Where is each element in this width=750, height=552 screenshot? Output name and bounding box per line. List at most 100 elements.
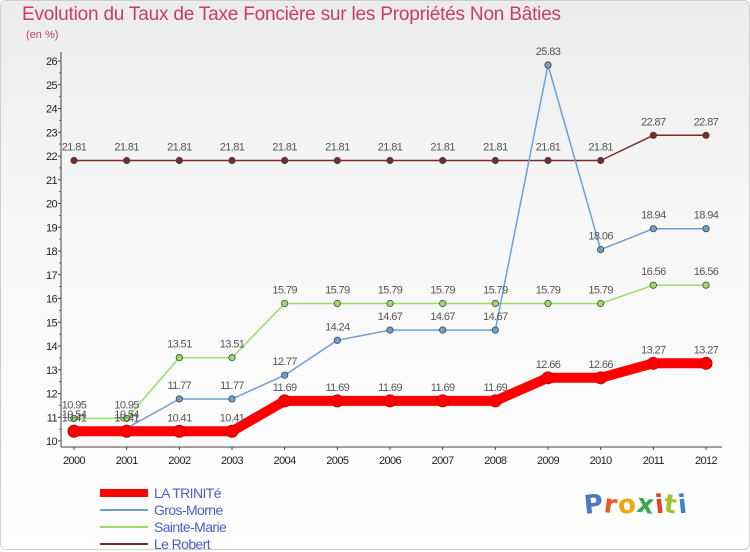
data-point-sainte-marie: [386, 299, 394, 308]
x-tick-label: 2009: [537, 455, 560, 467]
data-label-gros-morne: 14.67: [430, 311, 455, 323]
y-tick-label: 21: [46, 175, 58, 187]
data-label-la-trinit: 12.66: [536, 359, 561, 371]
data-label-la-trinit: 10.41: [114, 412, 139, 424]
data-label-la-trinit: 13.27: [641, 344, 666, 356]
chart-series-lines: [69, 64, 711, 437]
data-label-la-trinit: 11.69: [483, 382, 507, 394]
y-tick-label: 25: [46, 80, 58, 92]
data-label-sainte-marie: 15.79: [272, 284, 297, 296]
logo-letter: i: [676, 489, 690, 521]
data-point-la-trinit: [67, 424, 81, 438]
data-point-la-trinit: [225, 424, 239, 438]
legend-label: Le Robert: [154, 535, 211, 552]
data-label-gros-morne: 11.77: [167, 380, 191, 392]
data-label-la-trinit: 11.69: [273, 382, 297, 394]
data-label-le-robert: 22.87: [641, 116, 666, 128]
data-point-le-robert: [70, 156, 78, 165]
x-tick-label: 2000: [63, 455, 86, 467]
data-label-la-trinit: 11.69: [378, 382, 402, 394]
data-point-le-robert: [175, 156, 183, 165]
x-tick-label: 2007: [432, 455, 455, 467]
data-label-gros-morne: 18.06: [588, 231, 613, 243]
data-label-sainte-marie: 13.51: [220, 339, 245, 351]
legend-item: LA TRINITé: [100, 484, 226, 501]
data-point-le-robert: [544, 156, 552, 165]
data-point-sainte-marie: [649, 281, 657, 289]
chart-data-labels: 21.81 21.81 21.81 21.81 21.81 21.81 21.81 21.81…: [62, 46, 720, 424]
data-label-sainte-marie: 15.79: [325, 284, 350, 296]
legend-label: Sainte-Marie: [154, 518, 227, 535]
data-label-sainte-marie: 15.79: [430, 284, 455, 296]
data-label-gros-morne: 10.54: [62, 409, 87, 421]
data-point-sainte-marie: [175, 354, 183, 362]
y-tick-label: 24: [46, 104, 58, 116]
data-label-sainte-marie: 16.56: [641, 266, 666, 278]
chart-legend: LA TRINITé Gros-Morne Sainte-Marie Le Rober…: [100, 484, 227, 552]
data-label-gros-morne: 14.67: [483, 311, 508, 323]
data-point-la-trinit: [646, 356, 660, 370]
chart-axes: 10 11 12 13 14 15 16 17 18 19 20 21 22 23 24 25 26 2000 20…: [46, 52, 722, 467]
data-point-sainte-marie: [281, 299, 289, 308]
data-point-gros-morne: [333, 336, 341, 344]
data-point-le-robert: [439, 156, 447, 165]
data-label-le-robert: 21.81: [430, 142, 455, 154]
legend-swatch: [100, 542, 148, 545]
data-point-la-trinit: [488, 394, 502, 408]
data-label-le-robert: 21.81: [167, 142, 192, 154]
data-label-gros-morne: 10.54: [114, 409, 139, 421]
legend-label: Gros-Morne: [154, 501, 223, 518]
data-label-gros-morne: 12.77: [272, 356, 297, 368]
data-point-sainte-marie: [597, 299, 605, 308]
data-label-sainte-marie: 10.95: [114, 399, 139, 411]
data-point-la-trinit: [278, 394, 292, 408]
data-point-la-trinit: [436, 394, 450, 408]
data-label-sainte-marie: 15.79: [378, 284, 403, 296]
data-point-la-trinit: [541, 371, 555, 385]
data-label-gros-morne: 25.83: [536, 46, 561, 58]
data-label-gros-morne: 11.77: [220, 380, 244, 392]
data-point-le-robert: [491, 156, 499, 165]
y-tick-label: 19: [46, 222, 58, 234]
y-tick-label: 17: [46, 270, 58, 282]
legend-item: Le Robert: [100, 535, 226, 552]
data-label-la-trinit: 13.27: [694, 344, 719, 356]
x-tick-label: 2001: [116, 455, 139, 467]
data-label-la-trinit: 10.41: [220, 412, 245, 424]
chart-series-points: [67, 61, 713, 438]
data-label-le-robert: 21.81: [588, 142, 613, 154]
data-point-gros-morne: [175, 395, 183, 403]
data-label-sainte-marie: 15.79: [536, 284, 561, 296]
data-point-sainte-marie: [333, 299, 341, 308]
data-point-sainte-marie: [491, 299, 499, 308]
y-tick-label: 22: [46, 151, 58, 163]
data-label-la-trinit: 11.69: [431, 382, 455, 394]
data-point-sainte-marie: [70, 414, 78, 423]
data-label-le-robert: 21.81: [272, 142, 297, 154]
y-tick-label: 13: [46, 365, 58, 377]
chart-unit-label: (en %): [26, 29, 59, 41]
data-point-la-trinit: [594, 371, 608, 385]
legend-swatch: [100, 525, 148, 528]
x-tick-label: 2010: [590, 455, 613, 467]
x-tick-label: 2012: [695, 455, 718, 467]
data-point-gros-morne: [439, 326, 447, 334]
legend-label: LA TRINITé: [154, 484, 221, 501]
data-point-le-robert: [333, 156, 341, 165]
data-label-gros-morne: 14.67: [378, 311, 403, 323]
x-tick-label: 2011: [643, 455, 665, 467]
data-label-le-robert: 21.81: [220, 142, 245, 154]
y-tick-label: 16: [46, 294, 58, 306]
data-label-gros-morne: 18.94: [641, 210, 666, 222]
data-point-gros-morne: [281, 371, 289, 379]
line-chart: 10 11 12 13 14 15 16 17 18 19 20 21 22 23 24 25 26 2000 20…: [46, 46, 722, 467]
data-point-le-robert: [386, 156, 394, 165]
data-point-le-robert: [123, 156, 131, 165]
x-tick-label: 2004: [274, 455, 297, 467]
data-label-sainte-marie: 16.56: [694, 266, 719, 278]
data-label-le-robert: 21.81: [325, 142, 350, 154]
data-point-la-trinit: [330, 394, 344, 408]
data-point-gros-morne: [544, 61, 552, 69]
data-point-la-trinit: [383, 394, 397, 408]
